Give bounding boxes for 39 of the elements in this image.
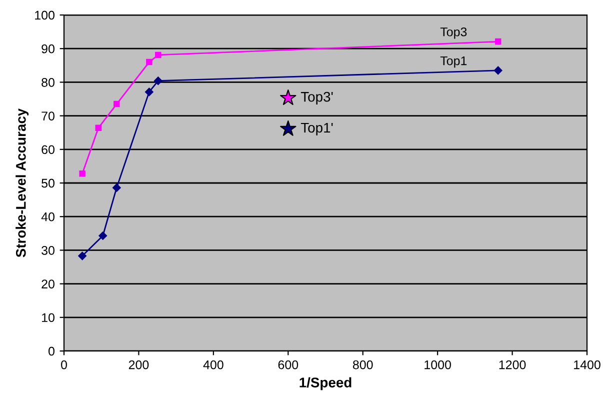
y-axis-title: Stroke-Level Accuracy: [16, 108, 29, 258]
y-tick-label: 0: [48, 346, 54, 356]
y-tick-label: 50: [42, 178, 54, 188]
x-tick-label: 800: [352, 360, 373, 370]
y-tick-label: 60: [42, 145, 54, 154]
point: [146, 58, 152, 66]
x-tick-label: 200: [128, 360, 149, 370]
y-tick-label: 90: [42, 44, 54, 54]
point: [78, 252, 86, 260]
point: [494, 66, 502, 75]
point: [98, 232, 107, 240]
y-tick-label: 20: [42, 280, 54, 288]
point: [154, 76, 162, 85]
x-tick-label: 600: [278, 360, 298, 370]
point: [155, 52, 162, 58]
point: [95, 124, 102, 132]
y-tick-label: 40: [41, 212, 54, 222]
series-label: Top1: [440, 56, 467, 68]
y-tick-label: 80: [42, 78, 54, 87]
point: [494, 38, 502, 45]
series-label: Top3: [440, 27, 467, 39]
point: [114, 100, 120, 108]
point: [145, 88, 154, 96]
series-label: Top3': [300, 92, 333, 104]
y-tick-label: 10: [42, 313, 54, 322]
point: [280, 90, 296, 105]
x-tick-label: 1000: [424, 360, 451, 370]
y-tick-label: 30: [42, 246, 54, 255]
point: [79, 170, 86, 177]
point: [280, 120, 296, 136]
x-tick-label: 1400: [574, 360, 600, 370]
series-label: Top1': [300, 122, 333, 136]
y-tick-label: 100: [35, 10, 54, 20]
x-tick-label: 400: [203, 360, 224, 370]
x-tick-label: 0: [61, 360, 67, 370]
x-tick-label: 1200: [499, 360, 526, 370]
point: [112, 184, 121, 192]
y-tick-label: 70: [42, 112, 54, 120]
x-axis-title: 1/Speed: [300, 377, 352, 390]
